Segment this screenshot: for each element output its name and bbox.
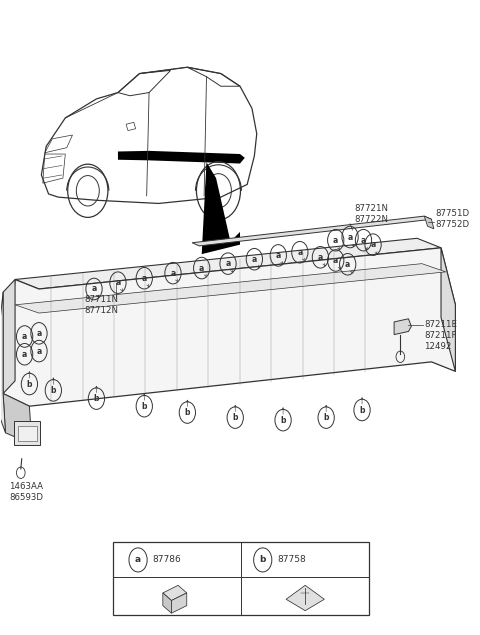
Polygon shape [424, 216, 434, 229]
Text: a: a [135, 556, 141, 565]
Text: a: a [318, 253, 323, 262]
Polygon shape [3, 394, 32, 444]
Text: a: a [36, 347, 42, 356]
Text: 1463AA
86593D: 1463AA 86593D [9, 482, 43, 502]
Text: a: a [91, 284, 96, 293]
Bar [14, 422, 40, 446]
Text: b: b [324, 413, 329, 422]
Text: a: a [297, 248, 302, 257]
Text: a: a [226, 259, 231, 268]
Polygon shape [0, 292, 5, 433]
Text: 87758: 87758 [277, 556, 306, 565]
Bar [18, 426, 36, 441]
Text: a: a [333, 236, 338, 244]
Polygon shape [15, 264, 446, 313]
Text: a: a [252, 255, 257, 264]
Text: a: a [36, 329, 42, 338]
Text: b: b [232, 413, 238, 422]
Text: a: a [170, 269, 176, 277]
Polygon shape [441, 248, 456, 371]
Text: a: a [371, 240, 376, 249]
Text: a: a [142, 274, 147, 283]
Text: 87721N
87722N: 87721N 87722N [355, 204, 389, 224]
Text: b: b [185, 408, 190, 417]
Polygon shape [3, 279, 15, 394]
Text: a: a [333, 256, 338, 265]
Polygon shape [202, 163, 240, 254]
Text: a: a [115, 278, 120, 287]
Bar [113, 542, 369, 615]
Text: a: a [345, 260, 350, 269]
Text: a: a [348, 232, 353, 241]
Polygon shape [192, 216, 432, 246]
Text: b: b [94, 394, 99, 403]
Polygon shape [171, 593, 187, 613]
Text: 87751D
87752D: 87751D 87752D [435, 210, 469, 229]
Text: b: b [280, 416, 286, 425]
Polygon shape [118, 151, 245, 164]
Text: b: b [27, 380, 32, 389]
Text: 87711N
87712N: 87711N 87712N [84, 295, 119, 316]
Text: b: b [260, 556, 266, 565]
Text: 87211E
87211F
12492: 87211E 87211F 12492 [424, 320, 457, 351]
Text: b: b [50, 386, 56, 395]
Text: a: a [276, 251, 281, 260]
Text: b: b [142, 402, 147, 411]
Polygon shape [163, 593, 171, 613]
Text: a: a [22, 350, 27, 359]
Text: a: a [361, 236, 366, 244]
Polygon shape [3, 248, 456, 406]
Text: 87786: 87786 [153, 556, 181, 565]
Polygon shape [15, 238, 441, 289]
Text: a: a [199, 264, 204, 272]
Polygon shape [163, 585, 187, 601]
Polygon shape [286, 585, 324, 611]
Text: a: a [22, 332, 27, 341]
Polygon shape [394, 319, 411, 335]
Text: b: b [360, 406, 365, 415]
